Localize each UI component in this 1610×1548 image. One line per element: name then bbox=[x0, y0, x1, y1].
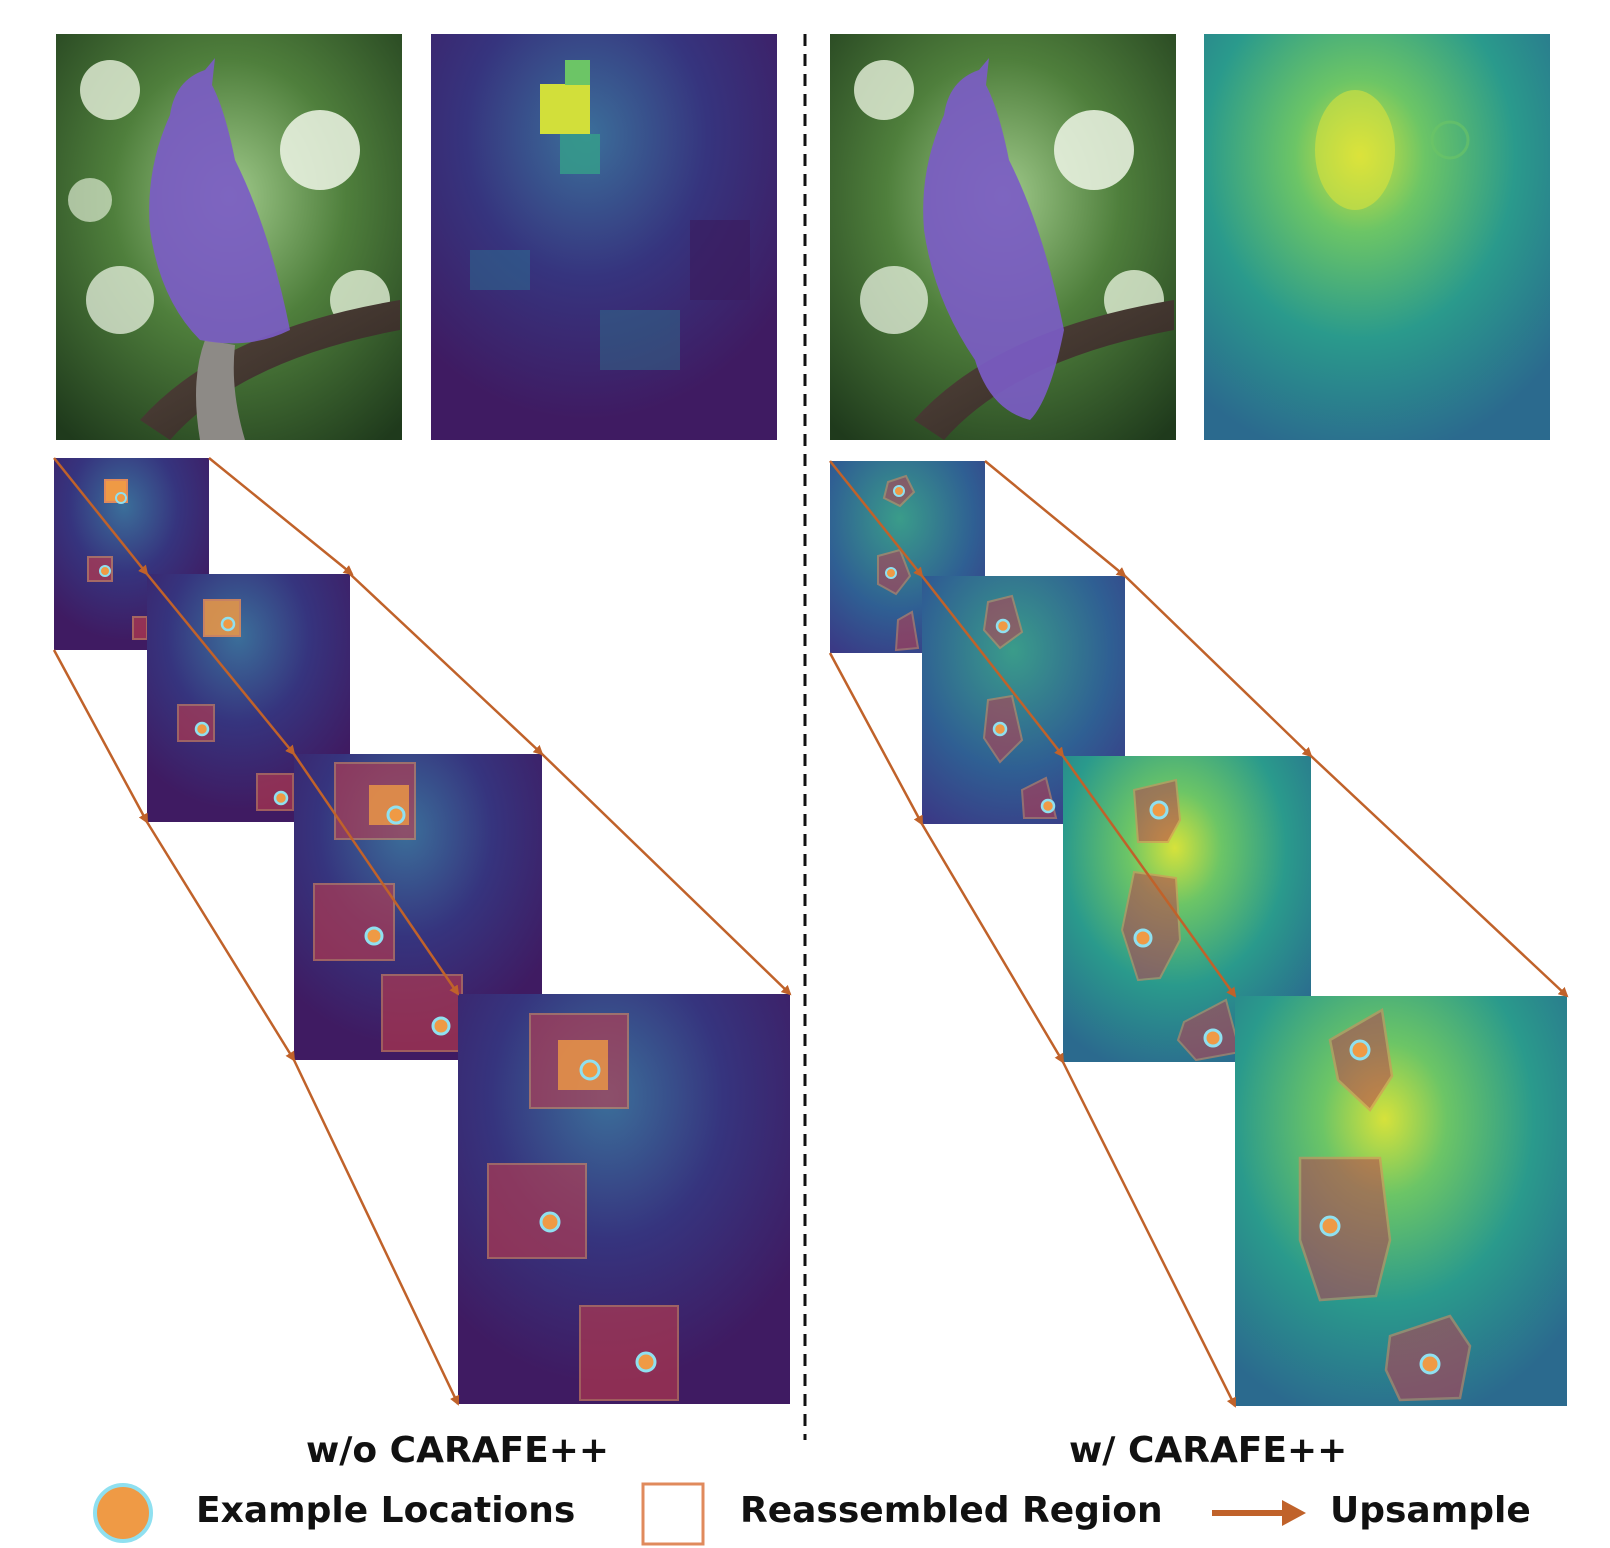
upsample-arrow bbox=[292, 753, 460, 996]
upsample-arrow bbox=[53, 457, 149, 576]
left-bird-photo bbox=[56, 34, 402, 440]
upsample-arrow bbox=[1061, 1061, 1237, 1408]
upsample-arrow bbox=[984, 460, 1127, 578]
upsample-arrow bbox=[349, 573, 544, 756]
upsample-arrow bbox=[146, 573, 296, 756]
upsample-arrow bbox=[541, 753, 792, 996]
upsample-arrow bbox=[828, 652, 924, 826]
upsample-arrow bbox=[208, 457, 354, 576]
upsample-arrow bbox=[920, 823, 1065, 1064]
legend-upsample-arrowhead bbox=[1282, 1500, 1306, 1526]
legend-example-locations: Example Locations bbox=[196, 1490, 576, 1531]
upsample-arrow bbox=[1124, 575, 1313, 758]
left-coarse-heatmap bbox=[431, 34, 777, 440]
legend-reassembled-region: Reassembled Region bbox=[740, 1490, 1163, 1531]
bird-mask bbox=[923, 58, 1064, 420]
upsample-arrow bbox=[1310, 755, 1569, 998]
left-panel-caption: w/o CARAFE++ bbox=[306, 1430, 610, 1471]
upsample-arrow bbox=[292, 1059, 460, 1406]
right-fine-heatmap bbox=[1204, 34, 1550, 440]
legend-location-icon bbox=[93, 1483, 153, 1543]
right-panel-caption: w/ CARAFE++ bbox=[1069, 1430, 1348, 1471]
upsample-arrow bbox=[145, 821, 296, 1062]
legend-region-icon bbox=[641, 1482, 705, 1546]
right-bird-photo bbox=[830, 34, 1176, 440]
left-frame-4 bbox=[458, 994, 790, 1404]
bird-mask bbox=[149, 58, 290, 344]
right-cascade bbox=[828, 460, 1569, 1408]
legend-upsample: Upsample bbox=[1330, 1490, 1531, 1531]
left-cascade bbox=[52, 457, 792, 1406]
right-frame-4 bbox=[1235, 996, 1567, 1406]
upsample-arrow bbox=[1061, 755, 1237, 998]
upsample-arrow bbox=[921, 575, 1065, 758]
upsample-arrow bbox=[829, 460, 924, 578]
upsample-arrow bbox=[52, 649, 149, 824]
